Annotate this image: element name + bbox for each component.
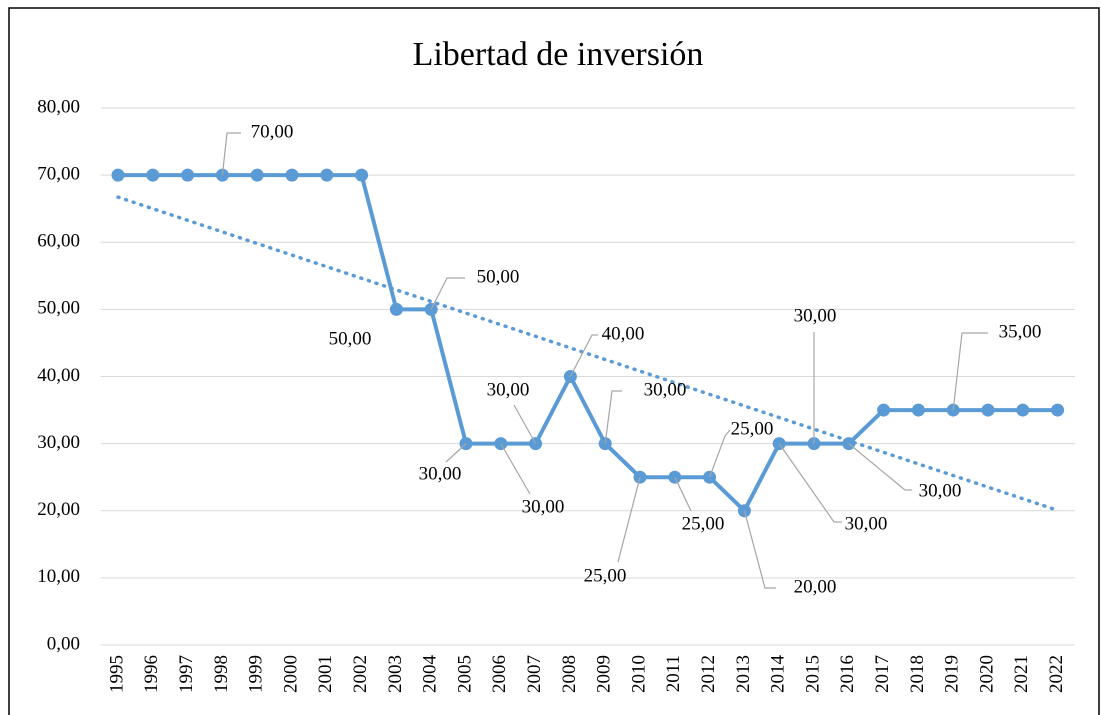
x-tick-label: 2015 <box>802 655 823 693</box>
data-point <box>981 403 995 417</box>
x-tick-label: 2019 <box>942 655 963 693</box>
data-point <box>1016 403 1030 417</box>
x-tick-label: 1997 <box>176 655 197 693</box>
y-tick-label: 40,00 <box>37 365 80 386</box>
y-tick-label: 60,00 <box>37 231 80 252</box>
leader-line <box>848 443 912 491</box>
leader-line <box>500 443 531 495</box>
x-tick-label: 2003 <box>385 655 406 693</box>
y-tick-label: 10,00 <box>37 566 80 587</box>
data-point <box>250 168 264 182</box>
x-tick-label: 2009 <box>594 655 615 693</box>
y-tick-label: 30,00 <box>37 432 80 453</box>
data-point <box>146 168 160 182</box>
x-tick-label: 2001 <box>315 655 336 693</box>
leader-line <box>674 476 692 512</box>
data-label: 25,00 <box>584 565 627 586</box>
x-tick-label: 2014 <box>768 655 789 694</box>
x-tick-label: 2010 <box>628 655 649 693</box>
x-tick-label: 2002 <box>350 655 371 693</box>
data-label: 30,00 <box>644 379 687 400</box>
leader-line <box>430 277 465 310</box>
x-tick-label: 1995 <box>106 655 127 693</box>
data-point <box>911 403 925 417</box>
data-point <box>111 168 125 182</box>
data-point <box>877 403 891 417</box>
data-label: 30,00 <box>487 379 530 400</box>
data-point <box>355 168 369 182</box>
data-label: 20,00 <box>794 576 837 597</box>
leader-line <box>513 404 537 444</box>
leader-line <box>709 429 731 478</box>
data-label: 30,00 <box>794 305 837 326</box>
data-label: 40,00 <box>602 323 645 344</box>
data-label: 25,00 <box>682 513 725 534</box>
data-label: 50,00 <box>329 328 372 349</box>
trendline <box>116 195 1060 513</box>
x-tick-label: 2000 <box>280 655 301 693</box>
leader-line <box>952 332 988 411</box>
data-point <box>389 302 403 316</box>
x-tick-label: 2007 <box>524 655 545 693</box>
x-tick-label: 2022 <box>1046 655 1067 693</box>
data-label: 70,00 <box>251 121 294 142</box>
leader-line <box>445 443 467 463</box>
data-point <box>320 168 334 182</box>
y-tick-label: 80,00 <box>37 96 80 117</box>
leader-line <box>569 334 598 377</box>
chart-title: Libertad de inversión <box>413 36 704 73</box>
x-tick-label: 1998 <box>211 655 232 693</box>
y-tick-label: 50,00 <box>37 298 80 319</box>
x-tick-label: 2013 <box>733 655 754 693</box>
data-label: 30,00 <box>419 463 462 484</box>
chart-border <box>8 7 1100 715</box>
x-tick-label: 2012 <box>698 655 719 693</box>
leader-line <box>604 390 622 444</box>
data-label: 25,00 <box>731 418 774 439</box>
data-point <box>1051 403 1065 417</box>
x-tick-label: 2016 <box>837 655 858 693</box>
y-tick-label: 70,00 <box>37 163 80 184</box>
x-tick-label: 2017 <box>872 655 893 693</box>
data-point <box>285 168 299 182</box>
data-point <box>181 168 195 182</box>
x-tick-label: 2011 <box>663 655 684 692</box>
x-tick-label: 2004 <box>420 655 441 694</box>
x-tick-label: 2005 <box>454 655 475 693</box>
x-tick-label: 1996 <box>141 655 162 693</box>
data-label: 30,00 <box>845 513 888 534</box>
x-tick-label: 2020 <box>976 655 997 693</box>
x-tick-label: 2021 <box>1011 655 1032 693</box>
x-tick-label: 2006 <box>489 655 510 693</box>
y-tick-label: 20,00 <box>37 499 80 520</box>
data-label: 35,00 <box>999 321 1042 342</box>
data-line <box>118 173 1058 513</box>
data-label: 50,00 <box>477 266 520 287</box>
x-tick-label: 2018 <box>907 655 928 693</box>
x-tick-label: 1999 <box>246 655 267 693</box>
x-tick-label: 2008 <box>559 655 580 693</box>
data-label: 30,00 <box>919 480 962 501</box>
leader-line <box>617 477 641 563</box>
leader-line <box>778 443 842 523</box>
leader-line <box>743 510 776 589</box>
y-tick-label: 0,00 <box>47 633 80 654</box>
data-label: 30,00 <box>522 496 565 517</box>
leader-line <box>221 132 241 176</box>
